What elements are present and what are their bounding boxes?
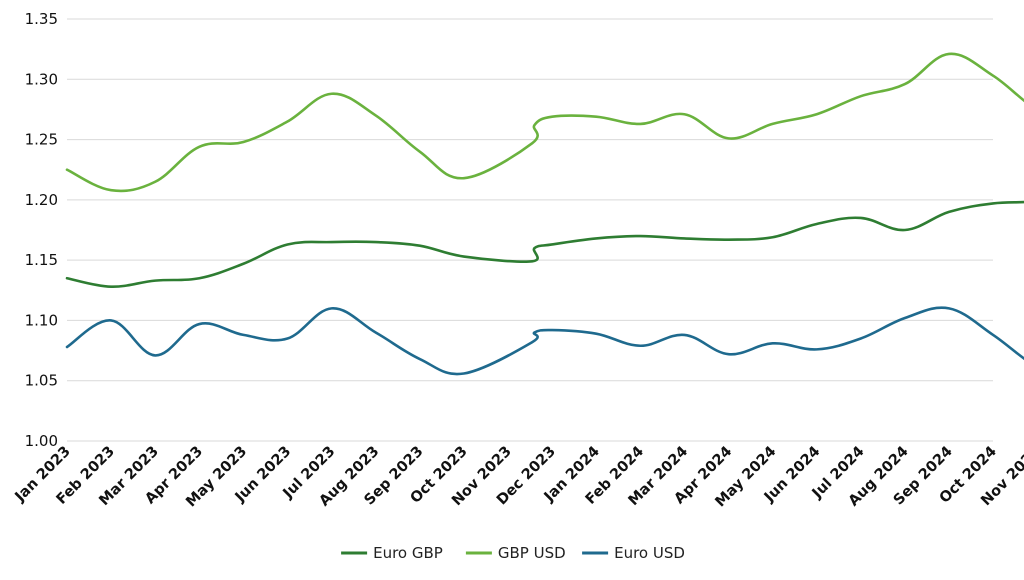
series-line-euro-gbp <box>65 200 1024 288</box>
legend-label: Euro USD <box>614 544 685 562</box>
y-tick-label: 1.20 <box>25 191 58 209</box>
legend: Euro GBP GBP USD Euro USD <box>341 544 685 562</box>
y-tick-label: 1.15 <box>25 251 58 269</box>
legend-entry: Euro GBP <box>341 544 443 562</box>
series-line-gbp-usd <box>65 52 1024 193</box>
legend-label: GBP USD <box>498 544 566 562</box>
series-line-euro-usd <box>65 306 1024 376</box>
y-tick-label: 1.10 <box>25 311 58 329</box>
legend-entry: Euro USD <box>582 544 685 562</box>
y-tick-label: 1.05 <box>25 372 58 390</box>
y-tick-label: 1.30 <box>25 70 58 88</box>
y-tick-label: 1.25 <box>25 131 58 149</box>
series-lines <box>65 52 1024 376</box>
y-axis-ticks: 1.00 1.05 1.10 1.15 1.20 1.25 1.30 1.35 <box>25 10 58 450</box>
y-tick-label: 1.00 <box>25 432 58 450</box>
legend-entry: GBP USD <box>465 544 566 562</box>
legend-label: Euro GBP <box>373 544 443 562</box>
gridlines <box>67 18 993 442</box>
y-tick-label: 1.35 <box>25 10 58 28</box>
